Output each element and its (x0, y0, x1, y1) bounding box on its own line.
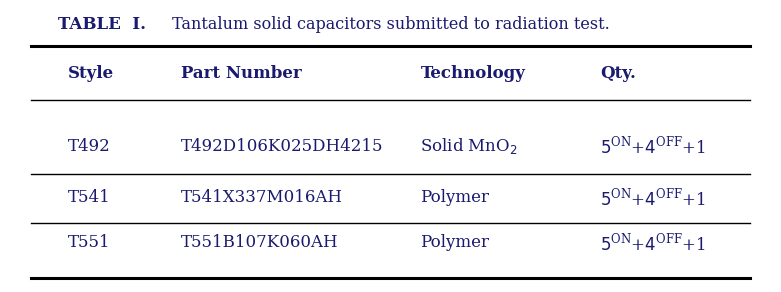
Text: T492D106K025DH4215: T492D106K025DH4215 (180, 138, 383, 154)
Text: T541: T541 (68, 189, 111, 206)
Text: $5^{\mathregular{ON}}$+$4^{\mathregular{OFF}}$+1: $5^{\mathregular{ON}}$+$4^{\mathregular{… (601, 232, 707, 254)
Text: $5^{\mathregular{ON}}$+$4^{\mathregular{OFF}}$+1: $5^{\mathregular{ON}}$+$4^{\mathregular{… (601, 135, 707, 157)
Text: TABLE  I.: TABLE I. (0, 291, 1, 292)
Text: Qty.: Qty. (601, 65, 637, 82)
Text: T551B107K060AH: T551B107K060AH (180, 234, 338, 251)
Text: Tantalum solid capacitors submitted to radiation test.: Tantalum solid capacitors submitted to r… (167, 15, 610, 33)
Text: Technology: Technology (420, 65, 526, 82)
Text: Style: Style (68, 65, 114, 82)
Text: TABLE  I.: TABLE I. (58, 15, 146, 33)
Text: Polymer: Polymer (420, 234, 490, 251)
Text: TABLE  I. Tantalum solid capacitors submitted to radiation test.: TABLE I. Tantalum solid capacitors submi… (0, 291, 1, 292)
Text: T551: T551 (68, 234, 111, 251)
Text: Part Number: Part Number (180, 65, 301, 82)
Text: Solid MnO$_2$: Solid MnO$_2$ (420, 136, 519, 156)
Text: Polymer: Polymer (420, 189, 490, 206)
Text: T541X337M016AH: T541X337M016AH (180, 189, 343, 206)
Text: T492: T492 (68, 138, 111, 154)
Text: $5^{\mathregular{ON}}$+$4^{\mathregular{OFF}}$+1: $5^{\mathregular{ON}}$+$4^{\mathregular{… (601, 187, 707, 209)
